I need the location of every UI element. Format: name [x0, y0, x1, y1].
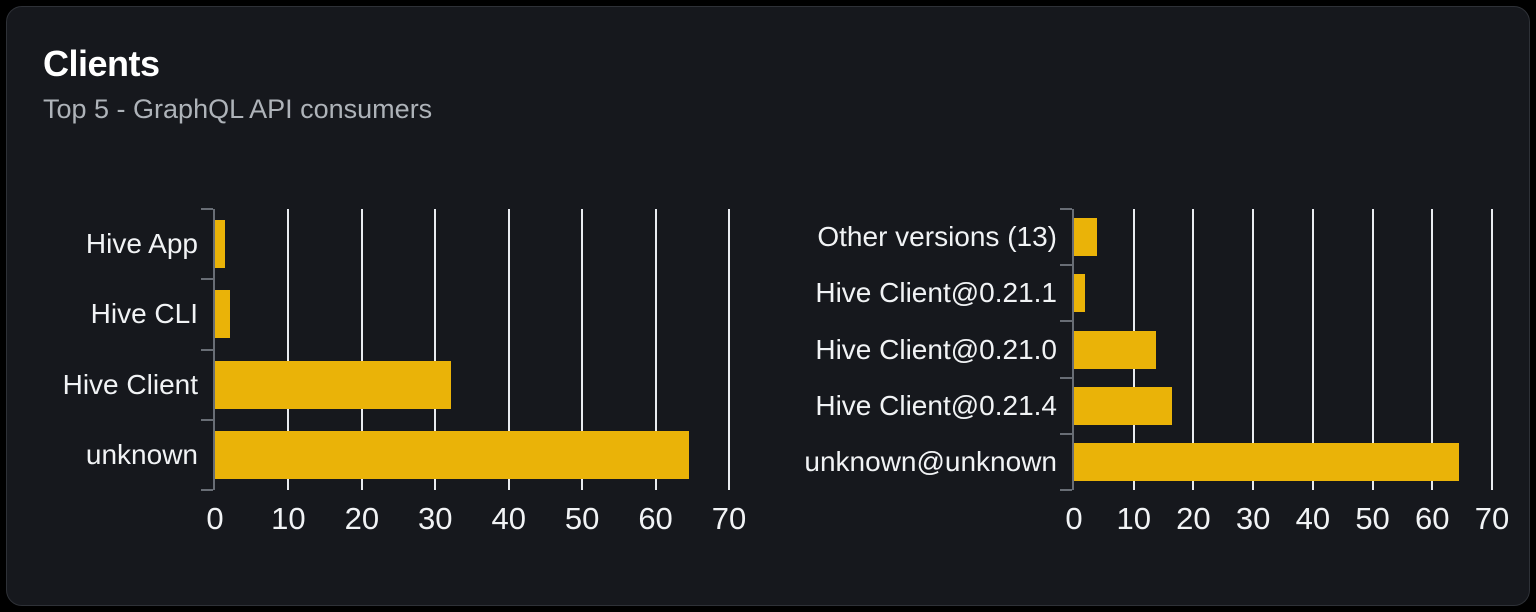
x-tick-label: 50 — [564, 501, 600, 536]
bar[interactable] — [1074, 386, 1172, 425]
category-label: unknown — [85, 438, 198, 470]
x-tick-label: 20 — [344, 501, 380, 536]
bar[interactable] — [215, 360, 451, 409]
y-axis-tick — [1060, 376, 1072, 379]
x-tick-label: 20 — [1176, 501, 1211, 536]
category-label: unknown@unknown — [804, 445, 1057, 477]
gridline — [728, 209, 730, 490]
y-axis-tick — [201, 489, 213, 491]
x-tick-label: 30 — [418, 501, 453, 536]
gridline — [1371, 209, 1374, 490]
gridline — [507, 209, 510, 490]
category-label: Other versions (13) — [817, 221, 1057, 253]
x-tick-label: 0 — [206, 501, 224, 536]
bar[interactable] — [1074, 442, 1460, 481]
gridline — [1192, 209, 1195, 490]
category-label: Hive Client@0.21.4 — [815, 389, 1057, 421]
gridline — [1491, 209, 1493, 490]
bar[interactable] — [1074, 274, 1085, 313]
x-tick-label: 10 — [271, 501, 306, 536]
y-axis-tick — [1060, 320, 1072, 323]
y-axis-line — [1072, 209, 1074, 490]
x-tick-label: 0 — [1065, 501, 1083, 536]
y-axis-tick — [201, 418, 213, 421]
category-label: Hive CLI — [90, 298, 198, 330]
gridline — [434, 209, 437, 490]
y-axis-tick — [1060, 208, 1072, 210]
bar[interactable] — [215, 220, 225, 269]
bar[interactable] — [1074, 218, 1098, 257]
bar[interactable] — [1074, 330, 1156, 369]
x-tick-label: 60 — [1415, 501, 1450, 536]
x-tick-label: 40 — [491, 501, 526, 536]
y-axis-line — [213, 209, 215, 490]
gridline — [1431, 209, 1434, 490]
page-subtitle: Top 5 - GraphQL API consumers — [43, 94, 433, 124]
y-axis-tick — [201, 208, 213, 210]
x-tick-label: 30 — [1235, 501, 1271, 536]
x-tick-label: 40 — [1295, 501, 1331, 536]
y-axis-tick — [1060, 489, 1072, 491]
x-tick-label: 70 — [1474, 501, 1510, 536]
bar[interactable] — [215, 430, 689, 479]
y-axis-tick — [201, 278, 213, 281]
gridline — [287, 209, 290, 490]
y-axis-tick — [1060, 264, 1072, 267]
page-title: Clients — [43, 43, 160, 84]
clients-card — [6, 6, 1530, 606]
category-label: Hive App — [85, 228, 198, 260]
y-axis-tick — [201, 348, 213, 351]
gridline — [360, 209, 363, 490]
x-tick-label: 70 — [711, 501, 747, 536]
x-tick-label: 50 — [1355, 501, 1390, 536]
category-label: Hive Client — [62, 368, 198, 400]
bar[interactable] — [215, 290, 230, 339]
gridline — [1252, 209, 1255, 490]
category-label: Hive Client@0.21.1 — [815, 277, 1057, 309]
x-tick-label: 60 — [638, 501, 673, 536]
x-tick-label: 10 — [1116, 501, 1151, 536]
gridline — [1311, 209, 1314, 490]
gridline — [581, 209, 584, 490]
gridline — [654, 209, 657, 490]
category-label: Hive Client@0.21.0 — [815, 333, 1057, 365]
y-axis-tick — [1060, 432, 1072, 435]
